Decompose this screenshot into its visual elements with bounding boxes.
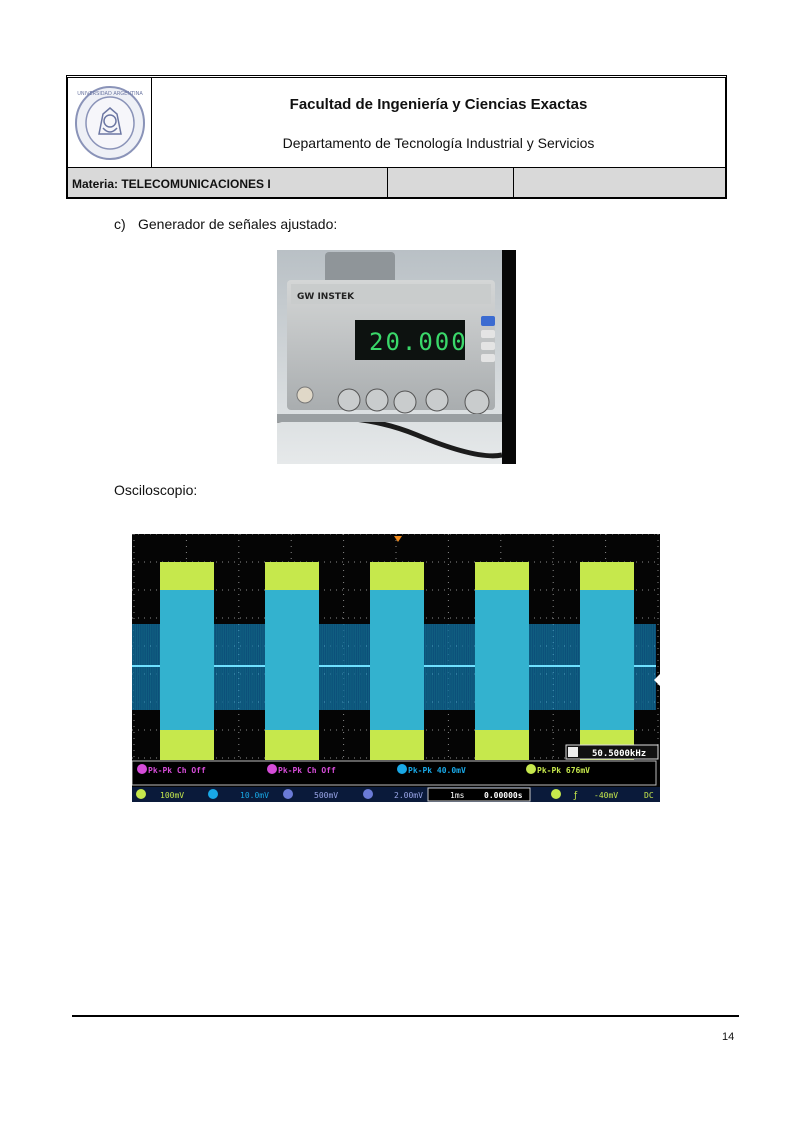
horizontal-position: 0.00000s (484, 791, 523, 800)
generator-display: 20.000 (369, 328, 468, 356)
burst-overlay-1 (160, 590, 214, 730)
university-seal-cell: UNIVERSIDAD ARGENTINA (68, 78, 152, 167)
meas-3: Pk-Pk 40.0mV (408, 766, 466, 775)
department-name: Departamento de Tecnología Industrial y … (282, 135, 595, 151)
svg-text:UNIVERSIDAD ARGENTINA: UNIVERSIDAD ARGENTINA (77, 91, 143, 97)
generator-brand: GW INSTEK (297, 292, 355, 302)
footer-rule (72, 1015, 739, 1017)
trigger-level-marker (654, 674, 660, 686)
signal-generator-photo: GW INSTEK 20.000 (277, 250, 516, 464)
subject-row: Materia: TELECOMUNICACIONES I (68, 167, 725, 197)
trigger-position-marker (394, 536, 402, 542)
university-seal-logo: UNIVERSIDAD ARGENTINA (74, 85, 145, 160)
header-blank-cell-1 (388, 168, 514, 197)
ch2-scale: 10.0mV (240, 791, 269, 800)
title-cell: Facultad de Ingeniería y Ciencias Exacta… (152, 78, 725, 167)
burst-overlay-3 (370, 590, 424, 730)
scope-signal (132, 562, 656, 760)
meas-1: Pk-Pk Ch Off (148, 766, 206, 775)
timebase: 1ms (450, 791, 465, 800)
item-c-label: c) (114, 216, 126, 232)
item-c: c) Generador de señales ajustado: (114, 216, 337, 232)
coupling: DC (644, 791, 654, 800)
oscilloscope-screen: 50.5000kHz Pk-Pk Ch Off Pk-Pk Ch Off Pk-… (132, 534, 660, 802)
faculty-name: Facultad de Ingeniería y Ciencias Exacta… (289, 96, 588, 113)
burst-overlay-2 (265, 590, 319, 730)
header-blank-cell-2 (514, 168, 725, 197)
burst-overlay-5 (580, 590, 634, 730)
header-table: UNIVERSIDAD ARGENTINA Facultad de Ingeni… (66, 75, 727, 199)
ch3-scale: 500mV (314, 791, 338, 800)
subject-label: Materia: TELECOMUNICACIONES I (68, 168, 388, 197)
trigger-level: -40mV (594, 791, 618, 800)
page-number: 14 (722, 1031, 735, 1043)
ch1-scale: 100mV (160, 791, 184, 800)
item-c-text: Generador de señales ajustado: (138, 216, 338, 232)
meas-2: Pk-Pk Ch Off (278, 766, 336, 775)
ch4-scale: 2.00mV (394, 791, 423, 800)
meas-4: Pk-Pk 676mV (537, 766, 590, 775)
trigger-slope-icon: ƒ (573, 791, 578, 801)
frequency-readout: 50.5000kHz (592, 749, 646, 759)
oscilloscope-title: Osciloscopio: (114, 482, 198, 498)
burst-overlay-4 (475, 590, 529, 730)
